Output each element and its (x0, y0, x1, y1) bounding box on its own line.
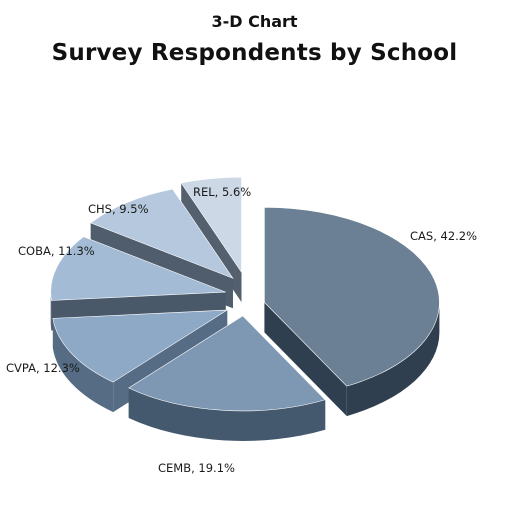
slice-label-chs: CHS, 9.5% (88, 202, 149, 216)
chart-title: Survey Respondents by School (51, 40, 458, 66)
pie-slice-cvpa (52, 309, 229, 413)
slice-label-coba: COBA, 11.3% (18, 244, 95, 258)
slice-label-rel: REL, 5.6% (193, 185, 251, 199)
chart-supertitle: 3-D Chart (211, 12, 298, 31)
slice-label-cvpa: CVPA, 12.3% (6, 361, 80, 375)
slice-label-cemb: CEMB, 19.1% (158, 461, 235, 475)
pie-slice-cas (264, 207, 440, 417)
pie-slice-cemb (128, 315, 326, 441)
slice-label-cas: CAS, 42.2% (410, 229, 477, 243)
